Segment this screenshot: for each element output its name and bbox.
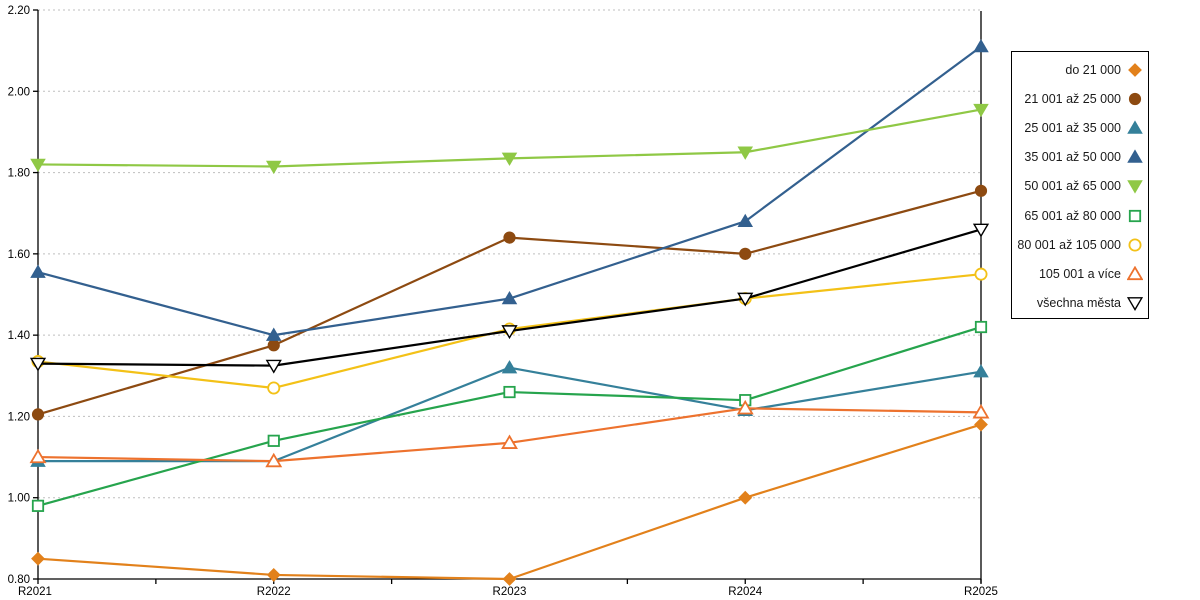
square-marker	[31, 499, 45, 512]
tri-down-marker	[1127, 180, 1143, 194]
tri-up-marker	[30, 264, 46, 278]
legend-item-label: 50 001 až 65 000	[1024, 179, 1121, 194]
tri-down-marker	[972, 223, 990, 238]
series-35-001-a-50-000	[30, 38, 989, 341]
tri-up-legend-marker-icon	[1127, 149, 1143, 163]
circle-marker	[974, 267, 988, 281]
y-tick-label: 1.20	[8, 411, 30, 423]
tri-down-marker	[265, 160, 282, 175]
diamond-marker	[974, 417, 988, 432]
series-21-001-a-25-000	[31, 184, 988, 421]
diamond-marker	[266, 568, 281, 582]
legend-item-label: 21 001 až 25 000	[1024, 92, 1121, 107]
circle-marker	[503, 231, 516, 244]
legend-item-label: všechna města	[1036, 295, 1121, 310]
tri-up-marker	[737, 213, 754, 228]
tri-down-legend-marker-icon	[1127, 296, 1143, 311]
square-marker	[503, 385, 516, 399]
legend-item-label: 65 001 až 80 000	[1024, 208, 1121, 223]
circle-marker	[1128, 92, 1142, 106]
x-tick-label: R2025	[964, 586, 998, 598]
tri-down-marker	[265, 359, 282, 374]
circle-marker	[267, 381, 281, 395]
circle-marker	[739, 247, 752, 260]
diamond-marker	[1128, 63, 1142, 77]
square-legend-marker-icon	[1128, 209, 1142, 222]
diamond-legend-marker-icon	[1128, 63, 1142, 77]
series-v-echna-m-sta	[29, 223, 990, 374]
y-tick-label: 1.60	[8, 249, 30, 261]
tri-up-marker	[973, 38, 989, 53]
tri-up-marker	[265, 327, 282, 341]
series-do-21-000	[31, 417, 988, 586]
tri-up-marker	[265, 452, 283, 468]
tri-up-marker	[501, 434, 518, 449]
diamond-marker	[738, 490, 753, 505]
tri-down-marker	[29, 357, 47, 372]
tri-up-marker	[501, 290, 518, 305]
legend-item-80-001-a-105-000: 80 001 až 105 000	[1012, 235, 1148, 255]
tri-down-marker	[501, 152, 518, 166]
legend-item-label: 80 001 až 105 000	[1017, 237, 1121, 252]
circle-legend-marker-icon	[1128, 238, 1142, 252]
tri-up-legend-marker-icon	[1127, 120, 1143, 134]
y-tick-label: 1.80	[8, 168, 30, 180]
chart-legend: do 21 000 21 001 až 25 000 25 001 až 35 00…	[1011, 51, 1149, 319]
tri-up-marker	[973, 364, 989, 378]
y-tick-label: 2.20	[8, 5, 30, 17]
tri-up-marker	[736, 399, 754, 415]
tri-down-marker	[737, 146, 754, 160]
series-50-001-a-65-000	[30, 103, 989, 175]
circle-marker	[974, 184, 988, 197]
legend-item-105-001-a-v-ce: 105 001 a více	[1012, 264, 1148, 284]
legend-item-label: 35 001 až 50 000	[1024, 150, 1121, 165]
circle-marker	[31, 408, 45, 421]
tri-down-marker	[1127, 296, 1143, 311]
tri-down-legend-marker-icon	[1127, 180, 1143, 194]
square-marker	[1128, 209, 1142, 222]
legend-item-v-echna-m-sta: všechna města	[1012, 293, 1148, 313]
legend-item-label: 25 001 až 35 000	[1024, 121, 1121, 136]
y-tick-label: 1.40	[8, 330, 30, 342]
diamond-marker	[502, 572, 517, 586]
tri-down-marker	[30, 158, 46, 173]
circle-marker	[267, 339, 280, 352]
square-marker	[974, 320, 988, 334]
circle-marker	[1128, 238, 1142, 252]
diamond-marker	[31, 551, 45, 566]
tri-up-marker	[29, 448, 47, 464]
legend-item-65-001-a-80-000: 65 001 až 80 000	[1012, 206, 1148, 226]
tri-up-legend-marker-icon	[1127, 265, 1143, 280]
x-tick-label: R2022	[257, 586, 291, 598]
legend-item-do-21-000: do 21 000	[1012, 60, 1148, 80]
x-tick-label: R2021	[18, 586, 52, 598]
legend-item-label: 105 001 a více	[1038, 266, 1121, 281]
square-marker	[267, 434, 280, 447]
tri-down-marker	[973, 103, 989, 118]
series-105-001-a-v-ce	[29, 399, 990, 468]
x-tick-label: R2024	[728, 586, 762, 598]
y-tick-label: 0.80	[8, 574, 30, 586]
legend-item-21-001-a-25-000: 21 001 až 25 000	[1012, 89, 1148, 109]
tri-up-marker	[972, 403, 990, 419]
tri-up-marker	[501, 360, 518, 374]
circle-legend-marker-icon	[1128, 92, 1142, 106]
tri-down-marker	[501, 325, 518, 340]
tri-up-marker	[1127, 265, 1143, 280]
tri-up-marker	[1127, 120, 1143, 134]
tri-down-marker	[737, 292, 754, 307]
tri-up-marker	[1127, 149, 1143, 163]
x-tick-label: R2023	[493, 586, 527, 598]
legend-item-50-001-a-65-000: 50 001 až 65 000	[1012, 176, 1148, 196]
legend-item-label: do 21 000	[1065, 63, 1121, 77]
y-tick-label: 1.00	[8, 493, 30, 505]
legend-item-25-001-a-35-000: 25 001 až 35 000	[1012, 118, 1148, 138]
y-tick-label: 2.00	[8, 86, 30, 98]
legend-item-35-001-a-50-000: 35 001 až 50 000	[1012, 147, 1148, 167]
